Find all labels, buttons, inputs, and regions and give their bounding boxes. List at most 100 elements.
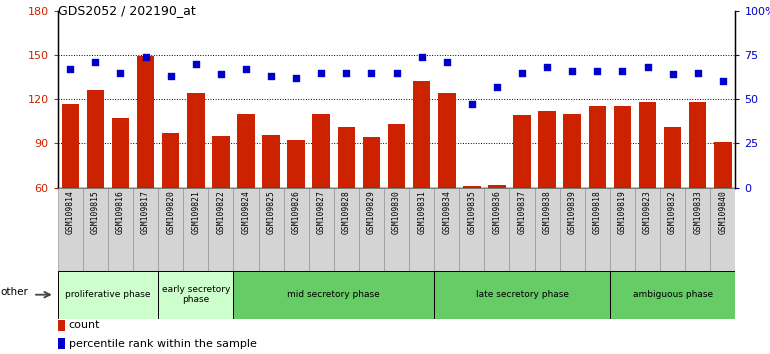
Bar [137,56,154,188]
Point [365,70,377,75]
Bar [639,102,656,188]
Text: percentile rank within the sample: percentile rank within the sample [69,339,256,349]
Text: GDS2052 / 202190_at: GDS2052 / 202190_at [58,4,196,17]
Point [265,73,277,79]
Bar [459,188,484,271]
Bar [259,188,283,271]
Bar [334,188,359,271]
Point [616,68,628,74]
Point [440,59,453,65]
Bar [560,188,584,271]
Bar [233,188,259,271]
Text: GSM109826: GSM109826 [292,190,300,234]
Text: GSM109833: GSM109833 [693,190,702,234]
Bar [58,338,65,349]
Bar [233,271,434,319]
Point [189,61,202,67]
Text: late secretory phase: late secretory phase [476,290,568,299]
Text: GSM109822: GSM109822 [216,190,226,234]
Bar [409,188,434,271]
Point [239,66,252,72]
Text: ambiguous phase: ambiguous phase [632,290,713,299]
Point [290,75,303,81]
Text: GSM109836: GSM109836 [493,190,501,234]
Bar [209,188,233,271]
Bar [212,136,229,188]
Text: GSM109840: GSM109840 [718,190,728,234]
Bar [488,185,506,188]
Bar [237,114,255,188]
Text: GSM109834: GSM109834 [442,190,451,234]
Point [717,79,729,84]
Bar [58,188,83,271]
Bar [514,115,531,188]
Bar [434,188,459,271]
Bar [309,188,334,271]
Text: GSM109818: GSM109818 [593,190,602,234]
Point [114,70,126,75]
Bar [283,188,309,271]
Bar [62,104,79,188]
Bar [534,188,560,271]
Point [490,84,503,90]
Bar [660,188,685,271]
Text: GSM109830: GSM109830 [392,190,401,234]
Bar [614,107,631,188]
Text: GSM109825: GSM109825 [266,190,276,234]
Text: GSM109832: GSM109832 [668,190,677,234]
Bar [287,141,305,188]
Text: GSM109823: GSM109823 [643,190,652,234]
Text: count: count [69,320,100,330]
Point [641,64,654,70]
Bar [108,188,133,271]
Point [466,102,478,107]
Bar [133,188,158,271]
Text: GSM109824: GSM109824 [242,190,250,234]
Bar [610,188,635,271]
Bar [710,188,735,271]
Bar [413,81,430,188]
Text: GSM109837: GSM109837 [517,190,527,234]
Text: GSM109821: GSM109821 [191,190,200,234]
Bar [187,93,205,188]
Bar [112,118,129,188]
Text: mid secretory phase: mid secretory phase [287,290,380,299]
Text: GSM109816: GSM109816 [116,190,125,234]
Bar [564,114,581,188]
Point [139,54,152,59]
Bar [83,188,108,271]
Text: GSM109835: GSM109835 [467,190,477,234]
Text: other: other [1,287,28,297]
Bar [86,90,104,188]
Bar [58,271,158,319]
Bar [664,127,681,188]
Text: GSM109828: GSM109828 [342,190,351,234]
Text: early secretory
phase: early secretory phase [162,285,230,304]
Point [516,70,528,75]
Text: GSM109839: GSM109839 [567,190,577,234]
Point [541,64,554,70]
Bar [689,102,707,188]
Bar [158,188,183,271]
Bar [714,142,732,188]
Point [215,72,227,77]
Bar [463,186,480,188]
Bar [510,188,534,271]
Text: GSM109814: GSM109814 [65,190,75,234]
Point [691,70,704,75]
Point [591,68,604,74]
Text: proliferative phase: proliferative phase [65,290,151,299]
Point [165,73,177,79]
Text: GSM109829: GSM109829 [367,190,376,234]
Bar [388,124,405,188]
Bar [363,137,380,188]
Bar [685,188,710,271]
Point [340,70,353,75]
Point [416,54,428,59]
Bar [183,188,209,271]
Text: GSM109838: GSM109838 [543,190,551,234]
Bar [484,188,510,271]
Text: GSM109827: GSM109827 [316,190,326,234]
Bar [162,133,179,188]
Bar [538,111,556,188]
